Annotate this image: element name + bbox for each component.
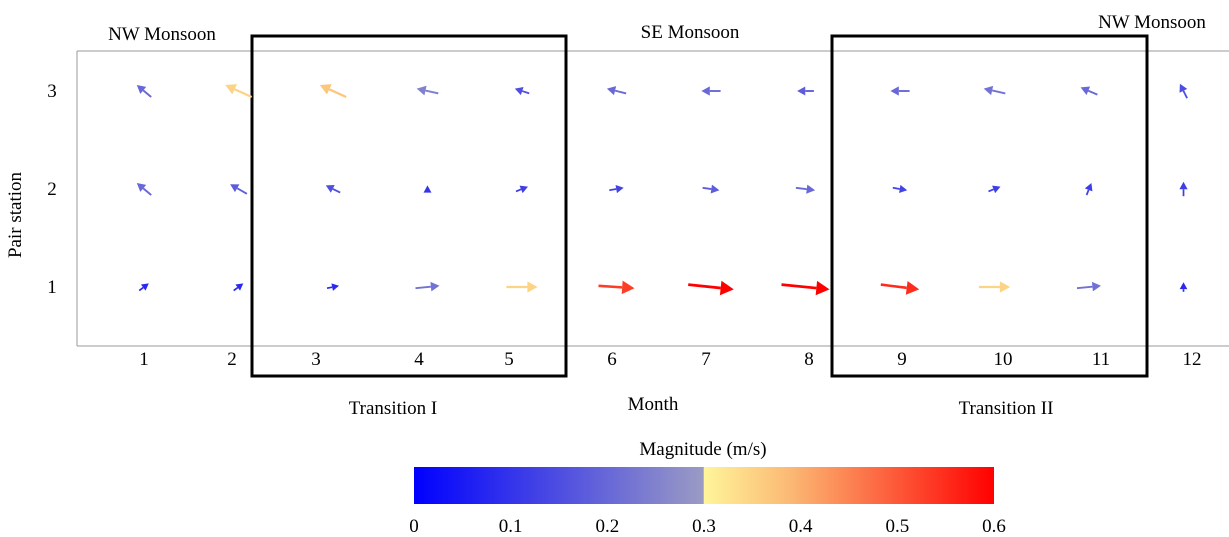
transition-boxes	[250, 34, 1149, 378]
wind-vector-arrow	[515, 185, 528, 194]
colorbar-tick-label: 0.3	[692, 516, 716, 537]
wind-vector-arrow	[1084, 183, 1093, 196]
season-label-se: SE Monsoon	[641, 22, 740, 43]
transition-box	[250, 34, 568, 378]
transition-1-label: Transition I	[349, 398, 438, 419]
wind-vector-arrow	[416, 85, 439, 96]
colorbar-tick-label: 0.1	[499, 516, 523, 537]
wind-vector-arrow	[506, 281, 538, 293]
wind-vector-arrow	[225, 84, 253, 99]
x-axis-label: Month	[628, 394, 679, 415]
y-tick-label: 1	[47, 277, 57, 298]
wind-vector-arrow	[233, 283, 244, 292]
wind-vector-arrow	[138, 283, 149, 292]
colorbar-bar	[414, 467, 994, 504]
wind-vector-arrow	[1179, 181, 1188, 197]
wind-vector-arrow	[319, 84, 347, 99]
y-tick-labels: 1 2 3	[47, 81, 57, 298]
x-tick-label: 11	[1092, 349, 1110, 370]
season-label-nw-right: NW Monsoon	[1098, 12, 1206, 33]
x-tick-label: 10	[994, 349, 1013, 370]
wind-vector-arrow	[988, 185, 1001, 194]
wind-vector-arrow	[606, 86, 627, 96]
wind-vector-arrow	[598, 280, 635, 295]
wind-vector-arrow	[415, 281, 440, 292]
wind-vector-arrow	[1179, 282, 1188, 292]
wind-vector-arrow	[890, 86, 910, 96]
wind-vector-arrow	[983, 85, 1006, 96]
plot-frame	[76, 50, 1229, 347]
wind-vector-arrow	[1179, 83, 1188, 99]
wind-vector-arrow	[136, 85, 152, 98]
y-tick-label: 2	[47, 179, 57, 200]
season-label-nw-left: NW Monsoon	[108, 24, 216, 45]
wind-vector-arrow	[325, 185, 341, 194]
quiver-arrows	[136, 83, 1188, 296]
colorbar-tick-label: 0.6	[982, 516, 1006, 537]
x-tick-label: 3	[311, 349, 321, 370]
wind-vector-arrow	[978, 281, 1011, 293]
x-tick-label: 2	[227, 349, 237, 370]
transition-box	[830, 34, 1149, 378]
x-tick-label: 9	[897, 349, 907, 370]
x-tick-label: 5	[504, 349, 514, 370]
wind-vector-arrow	[609, 184, 624, 194]
x-tick-label: 7	[701, 349, 711, 370]
x-tick-label: 8	[804, 349, 814, 370]
colorbar-label: Magnitude (m/s)	[639, 439, 766, 460]
colorbar-tick-labels: 0 0.1 0.2 0.3 0.4 0.5 0.6	[409, 516, 1006, 537]
wind-vector-arrow	[892, 184, 908, 194]
wind-vector-arrow	[701, 86, 721, 96]
wind-vector-arrow	[230, 184, 248, 195]
x-tick-label: 4	[414, 349, 424, 370]
colorbar-tick-label: 0.5	[885, 516, 909, 537]
wind-vector-arrow	[880, 280, 920, 295]
x-tick-labels: 1 2 3 4 5 6 7 8 9 10 11 12	[139, 349, 1201, 370]
wind-vector-arrow	[702, 184, 720, 194]
colorbar: Magnitude (m/s) 0 0.1 0.2 0.3 0.4 0.5 0.6	[409, 439, 1006, 537]
transition-2-label: Transition II	[959, 398, 1054, 419]
x-tick-label: 12	[1183, 349, 1202, 370]
x-tick-label: 1	[139, 349, 149, 370]
x-tick-label: 6	[607, 349, 617, 370]
y-tick-label: 3	[47, 81, 57, 102]
wind-vector-arrow	[514, 86, 530, 96]
wind-vector-arrow	[781, 280, 830, 296]
wind-vector-arrow	[423, 185, 432, 193]
wind-vector-arrow	[797, 86, 814, 96]
colorbar-tick-label: 0.2	[595, 516, 619, 537]
y-axis-label: Pair station	[5, 171, 26, 258]
wind-vector-arrow	[795, 184, 816, 194]
colorbar-tick-label: 0	[409, 516, 419, 537]
wind-vector-arrow	[136, 183, 152, 196]
wind-vector-arrow	[688, 280, 734, 296]
wind-vector-arrow	[1080, 86, 1098, 96]
wind-vector-arrow	[1076, 281, 1101, 292]
colorbar-tick-label: 0.4	[789, 516, 813, 537]
wind-vector-arrow	[326, 283, 339, 291]
